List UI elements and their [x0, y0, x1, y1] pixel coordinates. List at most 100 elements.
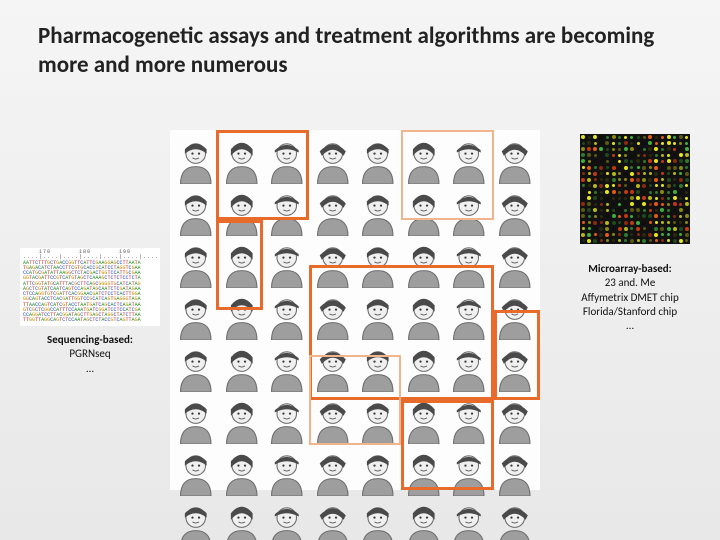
microarray-spot: [624, 141, 628, 145]
microarray-spot: [618, 184, 621, 187]
microarray-spot: [679, 208, 683, 212]
microarray-spot: [630, 233, 633, 236]
microarray-spot: [581, 202, 585, 206]
microarray-spot: [636, 190, 640, 194]
microarray-spot: [612, 159, 616, 163]
microarray-spot: [618, 227, 622, 231]
microarray-spot: [654, 147, 658, 151]
microarray-spot: [649, 191, 652, 194]
person-icon: [493, 446, 537, 496]
microarray-spot: [630, 221, 634, 225]
microarray-spot: [667, 227, 671, 231]
sequencing-caption-header: Sequencing-based:: [20, 333, 160, 347]
microarray-spot: [649, 184, 652, 187]
microarray-spot: [661, 197, 664, 200]
microarray-spot: [612, 197, 615, 200]
microarray-spot: [643, 148, 646, 151]
microarray-spot: [667, 221, 670, 224]
microarray-caption-line: Florida/Stanford chip: [560, 305, 700, 319]
microarray-spot: [612, 227, 616, 231]
microarray-caption-header: Microarray-based:: [560, 262, 700, 276]
microarray-spot: [618, 136, 621, 139]
microarray-spot: [679, 159, 683, 163]
microarray-spot: [679, 148, 682, 151]
microarray-spot: [599, 184, 603, 188]
microarray-spot: [649, 172, 652, 175]
microarray-spot: [618, 239, 621, 242]
microarray-caption-line: Affymetrix DMET chip: [560, 291, 700, 305]
person-icon: [174, 290, 218, 340]
person-icon: [265, 342, 309, 392]
person-icon: [356, 134, 400, 184]
microarray-spot: [648, 147, 652, 151]
microarray-spot: [624, 214, 628, 218]
person-icon: [265, 446, 309, 496]
person-icon: [493, 134, 537, 184]
microarray-spot: [679, 178, 683, 182]
microarray-spot: [673, 172, 676, 175]
person-icon: [265, 290, 309, 340]
microarray-spot: [624, 203, 627, 206]
microarray-spot: [685, 202, 689, 206]
microarray-spot: [599, 141, 603, 145]
microarray-spot: [667, 191, 670, 194]
microarray-spot: [648, 196, 652, 200]
microarray-spot: [648, 141, 652, 145]
microarray-spot: [630, 202, 634, 206]
sequencing-line: TTGGTTAGGCAGTCTCCAATAGCTCTACCGTCAGTTAGA: [23, 318, 157, 323]
microarray-spot: [654, 233, 658, 237]
microarray-spot: [685, 147, 689, 151]
microarray-spot: [679, 197, 682, 200]
microarray-spot: [606, 209, 609, 212]
microarray-spot: [587, 141, 591, 145]
microarray-spot: [612, 172, 616, 176]
microarray-spot: [594, 178, 597, 181]
microarray-spot: [618, 233, 621, 236]
person-icon: [311, 446, 355, 496]
microarray-spot: [630, 160, 633, 163]
microarray-spot: [673, 148, 676, 151]
highlight-box: [401, 400, 494, 490]
microarray-spot: [594, 166, 597, 169]
microarray-spot: [606, 160, 609, 163]
microarray-spot: [630, 184, 633, 187]
microarray-spot: [588, 191, 591, 194]
microarray-spot: [661, 148, 664, 151]
microarray-spot: [612, 203, 615, 206]
microarray-spot: [630, 147, 634, 151]
microarray-spot: [605, 184, 609, 188]
microarray-spot: [654, 159, 658, 163]
microarray-spot: [582, 221, 585, 224]
microarray-spot: [582, 239, 585, 242]
microarray-spot: [685, 172, 689, 176]
microarray-spot: [630, 215, 633, 218]
microarray-spot: [606, 197, 609, 200]
microarray-spot: [612, 178, 616, 182]
microarray-spot: [655, 136, 658, 139]
microarray-spot: [581, 178, 585, 182]
microarray-spot: [599, 233, 603, 237]
microarray-spot: [661, 215, 664, 218]
microarray-spot: [654, 214, 658, 218]
person-icon: [447, 498, 491, 540]
microarray-spot: [643, 172, 646, 175]
microarray-spot: [673, 221, 676, 224]
person-icon: [493, 186, 537, 236]
microarray-spot: [685, 136, 688, 139]
microarray-spot: [685, 178, 689, 182]
microarray-spot: [605, 190, 609, 194]
microarray-spot: [643, 191, 646, 194]
microarray-spot: [667, 154, 670, 157]
microarray-spot: [643, 209, 646, 212]
microarray-spot: [667, 209, 670, 212]
microarray-caption-line: 23 and. Me: [560, 276, 700, 290]
microarray-spot: [654, 172, 658, 176]
microarray-spot: [630, 178, 634, 182]
microarray-spot: [679, 239, 683, 243]
microarray-spot: [637, 172, 640, 175]
microarray-spot: [648, 178, 652, 182]
microarray-spot: [649, 154, 652, 157]
microarray-spot: [582, 166, 585, 169]
microarray-spot: [685, 209, 688, 212]
microarray-spot: [642, 221, 646, 225]
